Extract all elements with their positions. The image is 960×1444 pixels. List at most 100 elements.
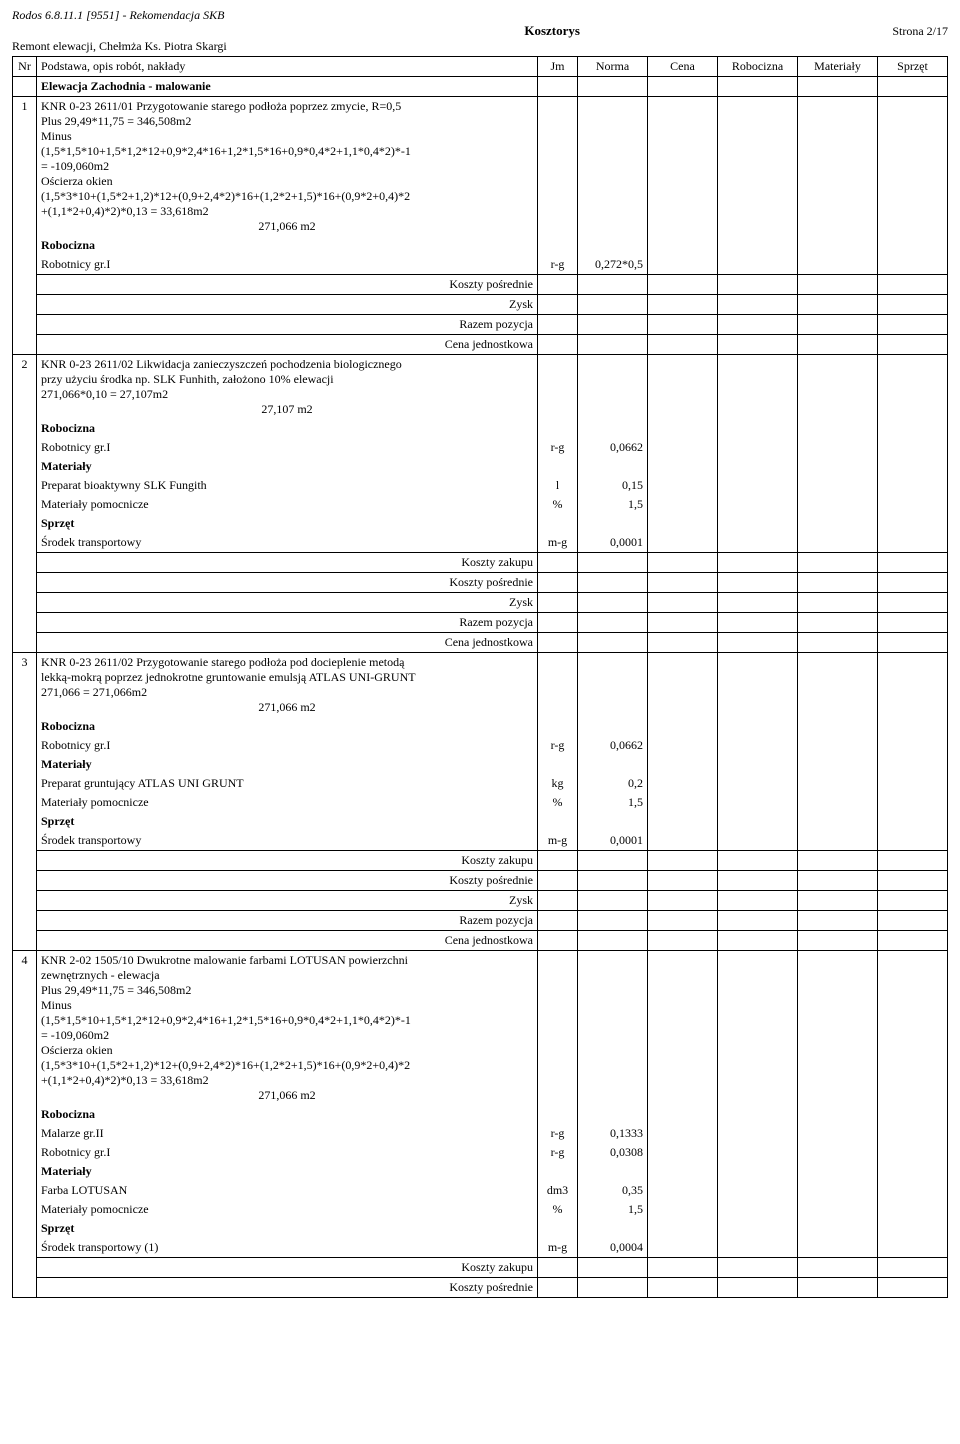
resource-jm: r-g bbox=[538, 438, 578, 457]
summary-label: Zysk bbox=[37, 891, 538, 911]
summary-label: Cena jednostkowa bbox=[37, 335, 538, 355]
resource-norma: 1,5 bbox=[578, 1200, 648, 1219]
desc-line: zewnętrznych - elewacja bbox=[41, 968, 533, 983]
resource-header-row: Materiały bbox=[13, 755, 948, 774]
quantity: 271,066 m2 bbox=[41, 1088, 533, 1103]
desc-line: lekką-mokrą poprzez jednokrotne gruntowa… bbox=[41, 670, 533, 685]
col-sprzet: Sprzęt bbox=[878, 57, 948, 77]
resource-norma: 0,0001 bbox=[578, 533, 648, 553]
resource-jm: r-g bbox=[538, 1124, 578, 1143]
desc-line: (1,5*3*10+(1,5*2+1,2)*12+(0,9+2,4*2)*16+… bbox=[41, 189, 533, 204]
resource-norma: 0,15 bbox=[578, 476, 648, 495]
summary-label: Razem pozycja bbox=[37, 613, 538, 633]
resource-group: Materiały bbox=[41, 459, 92, 473]
resource-group: Robocizna bbox=[41, 421, 95, 435]
resource-name: Preparat bioaktywny SLK Fungith bbox=[37, 476, 538, 495]
software-id: Rodos 6.8.11.1 [9551] - Rekomendacja SKB bbox=[12, 8, 948, 23]
desc-line: (1,5*1,5*10+1,5*1,2*12+0,9*2,4*16+1,2*1,… bbox=[41, 144, 533, 159]
summary-row: Koszty zakupu bbox=[13, 1258, 948, 1278]
resource-group: Robocizna bbox=[41, 238, 95, 252]
page-number: Strona 2/17 bbox=[892, 24, 948, 39]
resource-name: Materiały pomocnicze bbox=[37, 793, 538, 812]
resource-row: Robotnicy gr.Ir-g0,272*0,5 bbox=[13, 255, 948, 275]
col-jm: Jm bbox=[538, 57, 578, 77]
desc-line: = -109,060m2 bbox=[41, 159, 533, 174]
resource-header-row: Robocizna bbox=[13, 419, 948, 438]
resource-row: Środek transportowy (1)m-g0,0004 bbox=[13, 1238, 948, 1258]
summary-row: Cena jednostkowa bbox=[13, 335, 948, 355]
summary-row: Zysk bbox=[13, 593, 948, 613]
resource-header-row: Robocizna bbox=[13, 236, 948, 255]
summary-label: Zysk bbox=[37, 593, 538, 613]
item-desc-row: 4KNR 2-02 1505/10 Dwukrotne malowanie fa… bbox=[13, 951, 948, 1106]
desc-line: Plus 29,49*11,75 = 346,508m2 bbox=[41, 114, 533, 129]
desc-line: 271,066 = 271,066m2 bbox=[41, 685, 533, 700]
resource-norma: 0,0001 bbox=[578, 831, 648, 851]
summary-label: Koszty pośrednie bbox=[37, 1278, 538, 1298]
desc-line: przy użyciu środka np. SLK Funhith, zało… bbox=[41, 372, 533, 387]
desc-line: (1,5*1,5*10+1,5*1,2*12+0,9*2,4*16+1,2*1,… bbox=[41, 1013, 533, 1028]
summary-label: Koszty zakupu bbox=[37, 851, 538, 871]
desc-line: Ościerza okien bbox=[41, 1043, 533, 1058]
summary-label: Koszty zakupu bbox=[37, 553, 538, 573]
resource-norma: 0,0004 bbox=[578, 1238, 648, 1258]
resource-header-row: Sprzęt bbox=[13, 514, 948, 533]
desc-line: 271,066*0,10 = 27,107m2 bbox=[41, 387, 533, 402]
col-materialy: Materiały bbox=[798, 57, 878, 77]
item-nr: 2 bbox=[13, 355, 37, 420]
resource-jm: dm3 bbox=[538, 1181, 578, 1200]
item-nr: 3 bbox=[13, 653, 37, 718]
col-robocizna: Robocizna bbox=[718, 57, 798, 77]
summary-row: Razem pozycja bbox=[13, 315, 948, 335]
summary-label: Koszty zakupu bbox=[37, 1258, 538, 1278]
resource-group: Sprzęt bbox=[41, 1221, 74, 1235]
col-cena: Cena bbox=[648, 57, 718, 77]
resource-header-row: Robocizna bbox=[13, 1105, 948, 1124]
resource-group: Sprzęt bbox=[41, 814, 74, 828]
desc-line: +(1,1*2+0,4)*2)*0,13 = 33,618m2 bbox=[41, 204, 533, 219]
resource-jm: kg bbox=[538, 774, 578, 793]
desc-line: Minus bbox=[41, 129, 533, 144]
resource-row: Robotnicy gr.Ir-g0,0662 bbox=[13, 438, 948, 457]
resource-norma: 0,2 bbox=[578, 774, 648, 793]
resource-jm: m-g bbox=[538, 533, 578, 553]
summary-row: Cena jednostkowa bbox=[13, 931, 948, 951]
item-nr: 4 bbox=[13, 951, 37, 1106]
desc-line: KNR 0-23 2611/02 Likwidacja zanieczyszcz… bbox=[41, 357, 533, 372]
summary-label: Cena jednostkowa bbox=[37, 931, 538, 951]
desc-line: Plus 29,49*11,75 = 346,508m2 bbox=[41, 983, 533, 998]
resource-norma: 0,272*0,5 bbox=[578, 255, 648, 275]
col-norma: Norma bbox=[578, 57, 648, 77]
desc-line: +(1,1*2+0,4)*2)*0,13 = 33,618m2 bbox=[41, 1073, 533, 1088]
quantity: 271,066 m2 bbox=[41, 219, 533, 234]
resource-name: Materiały pomocnicze bbox=[37, 495, 538, 514]
summary-row: Zysk bbox=[13, 295, 948, 315]
resource-header-row: Materiały bbox=[13, 1162, 948, 1181]
summary-row: Cena jednostkowa bbox=[13, 633, 948, 653]
resource-header-row: Materiały bbox=[13, 457, 948, 476]
resource-name: Robotnicy gr.I bbox=[37, 1143, 538, 1162]
resource-header-row: Sprzęt bbox=[13, 812, 948, 831]
quantity: 271,066 m2 bbox=[41, 700, 533, 715]
resource-jm: m-g bbox=[538, 1238, 578, 1258]
desc-line: Minus bbox=[41, 998, 533, 1013]
summary-row: Koszty pośrednie bbox=[13, 871, 948, 891]
resource-norma: 0,0308 bbox=[578, 1143, 648, 1162]
col-nr: Nr bbox=[13, 57, 37, 77]
resource-row: Preparat gruntujący ATLAS UNI GRUNTkg0,2 bbox=[13, 774, 948, 793]
table-header-row: Nr Podstawa, opis robót, nakłady Jm Norm… bbox=[13, 57, 948, 77]
summary-row: Zysk bbox=[13, 891, 948, 911]
resource-jm: % bbox=[538, 793, 578, 812]
resource-row: Materiały pomocnicze%1,5 bbox=[13, 793, 948, 812]
resource-header-row: Sprzęt bbox=[13, 1219, 948, 1238]
summary-row: Razem pozycja bbox=[13, 613, 948, 633]
resource-norma: 1,5 bbox=[578, 495, 648, 514]
item-desc-row: 1KNR 0-23 2611/01 Przygotowanie starego … bbox=[13, 97, 948, 237]
item-desc-row: 2 KNR 0-23 2611/02 Likwidacja zanieczyszc… bbox=[13, 355, 948, 420]
summary-label: Koszty pośrednie bbox=[37, 275, 538, 295]
desc-line: Ościerza okien bbox=[41, 174, 533, 189]
resource-norma: 0,35 bbox=[578, 1181, 648, 1200]
resource-row: Preparat bioaktywny SLK Fungithl0,15 bbox=[13, 476, 948, 495]
resource-name: Preparat gruntujący ATLAS UNI GRUNT bbox=[37, 774, 538, 793]
resource-name: Robotnicy gr.I bbox=[37, 736, 538, 755]
